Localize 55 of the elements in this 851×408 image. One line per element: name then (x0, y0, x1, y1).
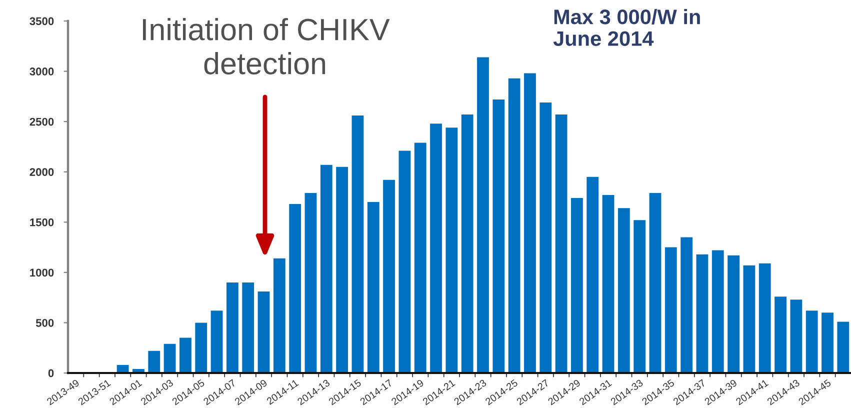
annotation: Initiation of CHIKV detection (143, 18, 390, 74)
bar (712, 250, 724, 373)
bar (602, 194, 614, 373)
y-tick-label: 2000 (30, 168, 54, 176)
bar (210, 310, 223, 373)
bar (195, 322, 208, 373)
bar (304, 192, 317, 373)
bar (336, 166, 348, 373)
bar (320, 164, 332, 373)
bar (289, 204, 302, 373)
y-tick-label: 1500 (30, 218, 54, 226)
bar (508, 78, 520, 373)
bar (273, 258, 286, 373)
bar (571, 198, 583, 373)
bar (806, 310, 818, 373)
y-tick-label: 3000 (30, 68, 54, 76)
bar (367, 202, 380, 373)
bar (414, 142, 426, 373)
annotation: Max 3 000/W in June 2014 (553, 9, 700, 46)
bar (180, 338, 192, 373)
bar (477, 57, 489, 373)
y-tick-label: 1000 (30, 268, 54, 277)
bar (774, 296, 786, 373)
y-tick-label: 2500 (30, 118, 54, 126)
y-tick-label: 3500 (30, 17, 54, 26)
bar (790, 300, 802, 373)
bar (649, 192, 662, 373)
bar (822, 312, 834, 373)
bar (680, 237, 693, 373)
bar (446, 128, 458, 373)
bar (258, 292, 270, 373)
bar (618, 208, 630, 373)
bar (634, 220, 646, 373)
bar (837, 322, 850, 373)
bar (664, 247, 677, 373)
bar (758, 263, 771, 373)
y-tick-label: 500 (36, 318, 54, 327)
bar (555, 114, 568, 373)
bar (383, 180, 395, 373)
bar (461, 114, 474, 373)
bar (398, 150, 411, 373)
bar (352, 116, 364, 373)
bar (430, 124, 442, 373)
bar (524, 73, 536, 373)
bar (696, 254, 708, 373)
bar (242, 282, 254, 373)
bar (164, 344, 176, 373)
bar (743, 265, 756, 373)
bar (728, 255, 740, 373)
bar (148, 350, 160, 373)
bar (492, 99, 505, 373)
bar (226, 282, 238, 373)
y-tick-label: 0 (48, 369, 54, 378)
bar (540, 102, 552, 373)
bar (586, 176, 599, 373)
